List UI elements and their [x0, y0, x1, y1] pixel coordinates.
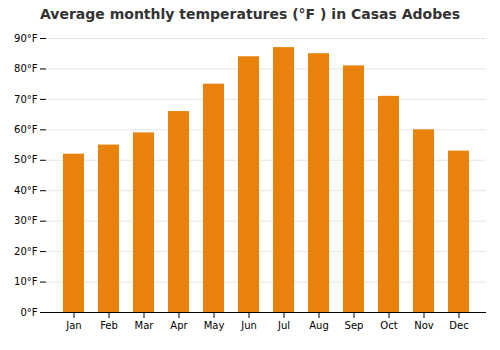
svg-text:Dec: Dec	[449, 320, 468, 331]
svg-text:20°F: 20°F	[14, 246, 38, 257]
svg-text:0°F: 0°F	[20, 307, 37, 318]
svg-text:70°F: 70°F	[14, 94, 38, 105]
svg-text:May: May	[204, 320, 225, 331]
svg-text:Jan: Jan	[65, 320, 81, 331]
svg-text:60°F: 60°F	[14, 124, 38, 135]
svg-text:40°F: 40°F	[14, 185, 38, 196]
svg-text:Apr: Apr	[170, 320, 188, 331]
svg-text:Oct: Oct	[380, 320, 397, 331]
svg-text:Jun: Jun	[240, 320, 257, 331]
svg-text:90°F: 90°F	[14, 33, 38, 44]
svg-text:Aug: Aug	[309, 320, 329, 331]
svg-text:Nov: Nov	[414, 320, 434, 331]
svg-text:Sep: Sep	[345, 320, 364, 331]
svg-text:Feb: Feb	[100, 320, 118, 331]
svg-text:Mar: Mar	[135, 320, 155, 331]
svg-text:80°F: 80°F	[14, 63, 38, 74]
svg-text:Jul: Jul	[277, 320, 290, 331]
svg-text:50°F: 50°F	[14, 154, 38, 165]
svg-text:30°F: 30°F	[14, 215, 38, 226]
svg-text:10°F: 10°F	[14, 276, 38, 287]
html-text:Average monthly temperatures (: Average monthly temperatures (°F ) in Ca…	[40, 6, 460, 22]
